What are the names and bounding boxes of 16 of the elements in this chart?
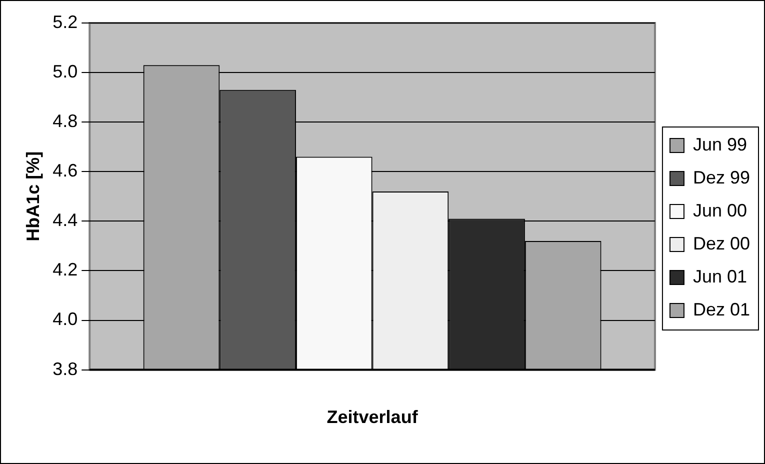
- y-tick-label: 5.0: [52, 62, 78, 82]
- y-tick-label: 5.2: [52, 12, 78, 32]
- legend-label: Dez 00: [692, 233, 750, 254]
- y-tick-label: 4.6: [52, 160, 78, 181]
- x-axis-title: Zeitverlauf: [326, 407, 419, 428]
- y-tick-label: 4.8: [52, 111, 78, 132]
- y-axis-title: HbA1c [%]: [22, 151, 43, 242]
- y-tick-label: 4.0: [52, 309, 78, 330]
- y-tick-label: 4.4: [52, 210, 78, 230]
- legend-label: Jun 00: [692, 200, 748, 220]
- legend-label: Jun 99: [692, 134, 748, 154]
- legend-label: Jun 01: [692, 266, 748, 286]
- y-tick-label: 4.2: [52, 260, 78, 280]
- legend-label: Dez 99: [692, 167, 750, 188]
- y-tick-label: 3.8: [52, 358, 78, 379]
- legend-label: Dez 01: [692, 299, 750, 320]
